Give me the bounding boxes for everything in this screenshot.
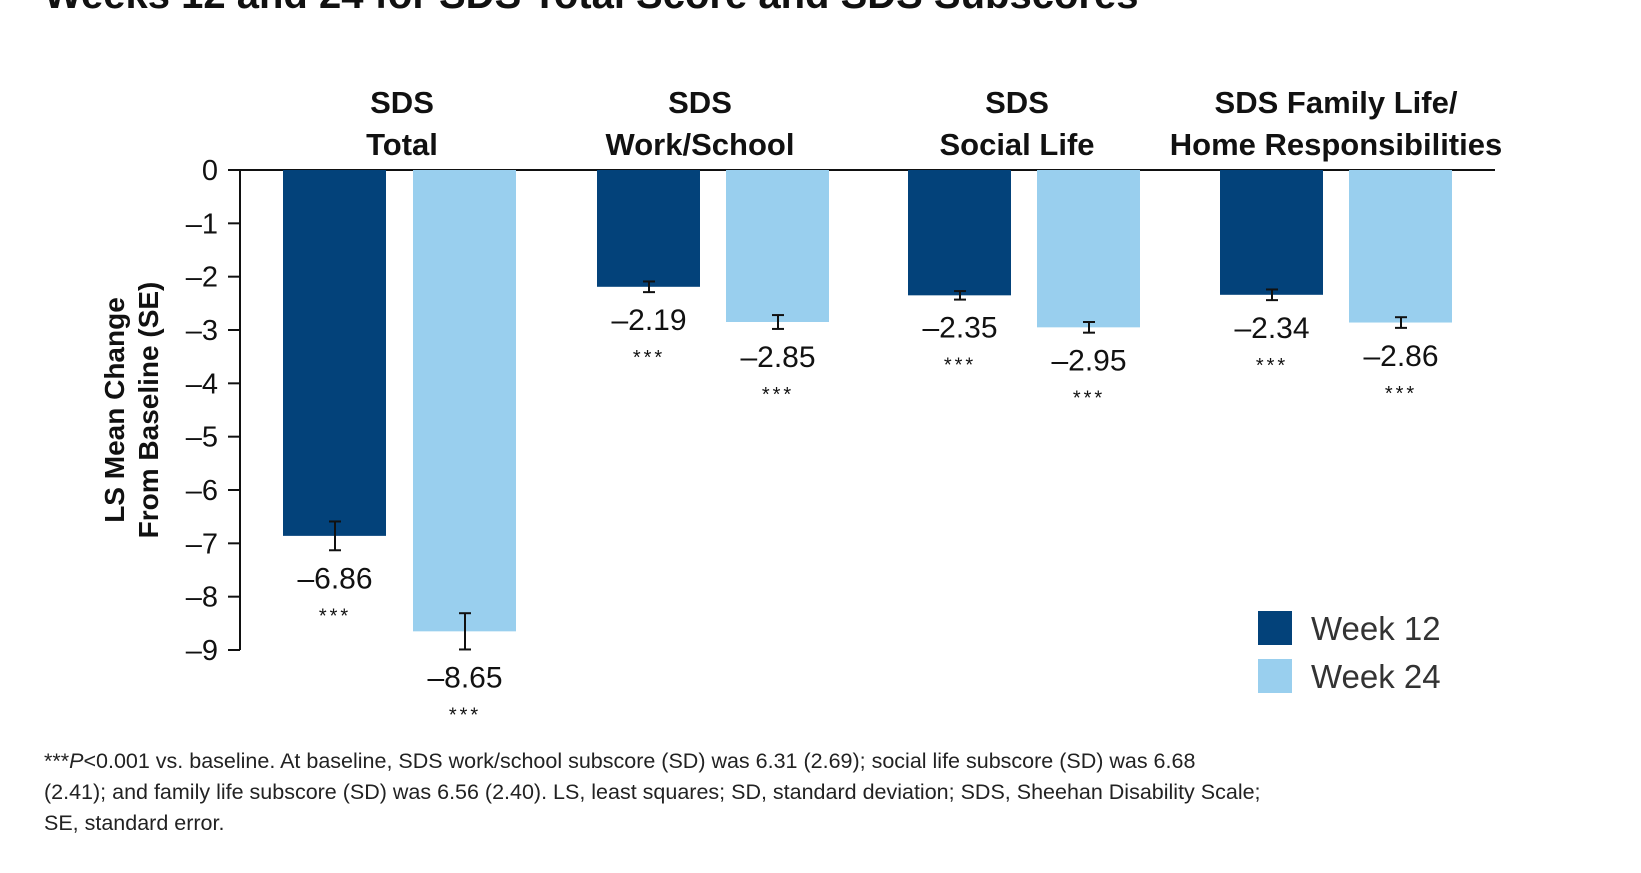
significance-label: ***: [319, 605, 351, 627]
footnote: ***P<0.001 vs. baseline. At baseline, SD…: [44, 746, 1641, 839]
y-tick-label: –8: [186, 582, 218, 614]
value-label: –6.86: [297, 562, 372, 595]
footnote-line-3: SE, standard error.: [44, 811, 225, 835]
bar: [1220, 170, 1323, 295]
group-labels: SDS Total SDS Work/School SDS Social Life SDS …: [366, 85, 1502, 162]
group-label: Total: [366, 127, 438, 162]
significance-label: ***: [1385, 383, 1417, 405]
y-axis-label-line: LS Mean Change: [99, 297, 130, 523]
y-axis-label-line: From Baseline (SE): [133, 282, 164, 539]
y-tick-label: 0: [202, 155, 218, 187]
value-label: –2.19: [611, 304, 686, 337]
y-axis-label: LS Mean Change From Baseline (SE): [99, 282, 164, 539]
y-tick-label: –1: [186, 208, 218, 240]
chart-title: Weeks 12 and 24 for SDS Total Score and …: [44, 0, 1138, 17]
bar: [908, 170, 1011, 296]
significance-label: ***: [1073, 388, 1105, 410]
significance-label: ***: [633, 347, 665, 369]
value-label: –2.85: [740, 341, 815, 374]
bar: [1349, 170, 1452, 323]
footnote-line-2: (2.41); and family life subscore (SD) wa…: [44, 780, 1261, 804]
legend-swatch: [1258, 659, 1292, 693]
y-axis: 0 –1 –2 –3 –4 –5 –6 –7 –8 –9: [186, 155, 1495, 667]
group-label: Work/School: [606, 127, 795, 162]
bar: [726, 170, 829, 322]
group-label: SDS: [370, 85, 434, 120]
bars: –6.86 *** –2.19 *** –2.35 *** –2.34 *** –8.65 ***…: [283, 170, 1452, 726]
legend-label: Week 12: [1311, 610, 1441, 647]
footnote-line-1-text: <0.001 vs. baseline. At baseline, SDS wo…: [83, 749, 1196, 773]
y-tick-label: –2: [186, 262, 218, 294]
legend: Week 12 Week 24: [1258, 610, 1441, 695]
group-label: SDS Family Life/: [1215, 85, 1458, 120]
y-tick-label: –9: [186, 635, 218, 667]
group-label: Social Life: [939, 127, 1094, 162]
significance-label: ***: [449, 704, 481, 726]
legend-swatch: [1258, 611, 1292, 645]
legend-label: Week 24: [1311, 658, 1441, 695]
group-label: Home Responsibilities: [1170, 127, 1502, 162]
bar: [413, 170, 516, 632]
bar: [1037, 170, 1140, 328]
bar-chart: Weeks 12 and 24 for SDS Total Score and …: [44, 0, 1502, 726]
value-label: –2.95: [1051, 345, 1126, 378]
significance-label: ***: [944, 355, 976, 377]
value-label: –8.65: [427, 661, 502, 694]
value-label: –2.35: [922, 312, 997, 345]
group-label: SDS: [985, 85, 1049, 120]
y-tick-label: –7: [186, 528, 218, 560]
group-label: SDS: [668, 85, 732, 120]
value-label: –2.86: [1363, 340, 1438, 373]
y-tick-label: –3: [186, 315, 218, 347]
y-tick-label: –4: [186, 368, 218, 400]
footnote-line-1: ***P<0.001 vs. baseline. At baseline, SD…: [44, 746, 1641, 777]
y-tick-label: –5: [186, 422, 218, 454]
bar: [597, 170, 700, 287]
value-label: –2.34: [1234, 312, 1309, 345]
significance-label: ***: [1256, 355, 1288, 377]
bar: [283, 170, 386, 536]
y-tick-label: –6: [186, 475, 218, 507]
significance-label: ***: [762, 384, 794, 406]
footnote-marker: ***: [44, 749, 70, 773]
footnote-p-symbol: P: [69, 749, 84, 773]
